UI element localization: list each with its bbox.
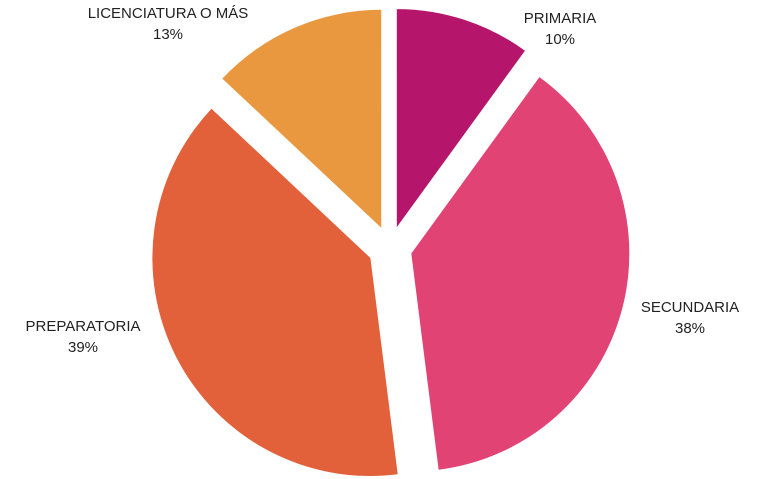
slice-label: PRIMARIA 10% [500,8,620,50]
category-label: LICENCIATURA O MÁS [87,5,249,22]
slice-label: LICENCIATURA O MÁS 13% [83,3,253,45]
value-label: 38% [674,320,706,337]
pie-slice [396,9,525,228]
pie-slice [152,108,398,476]
value-label: 10% [544,31,576,48]
pie-slice [411,77,630,470]
category-label: SECUNDARIA [640,299,740,316]
category-label: PRIMARIA [523,10,597,27]
value-label: 13% [152,26,184,43]
slice-label: SECUNDARIA 38% [630,297,750,339]
value-label: 39% [67,339,99,356]
category-label: PREPARATORIA [25,318,141,335]
slice-label: PREPARATORIA 39% [13,316,153,358]
pie-slice [222,9,382,228]
